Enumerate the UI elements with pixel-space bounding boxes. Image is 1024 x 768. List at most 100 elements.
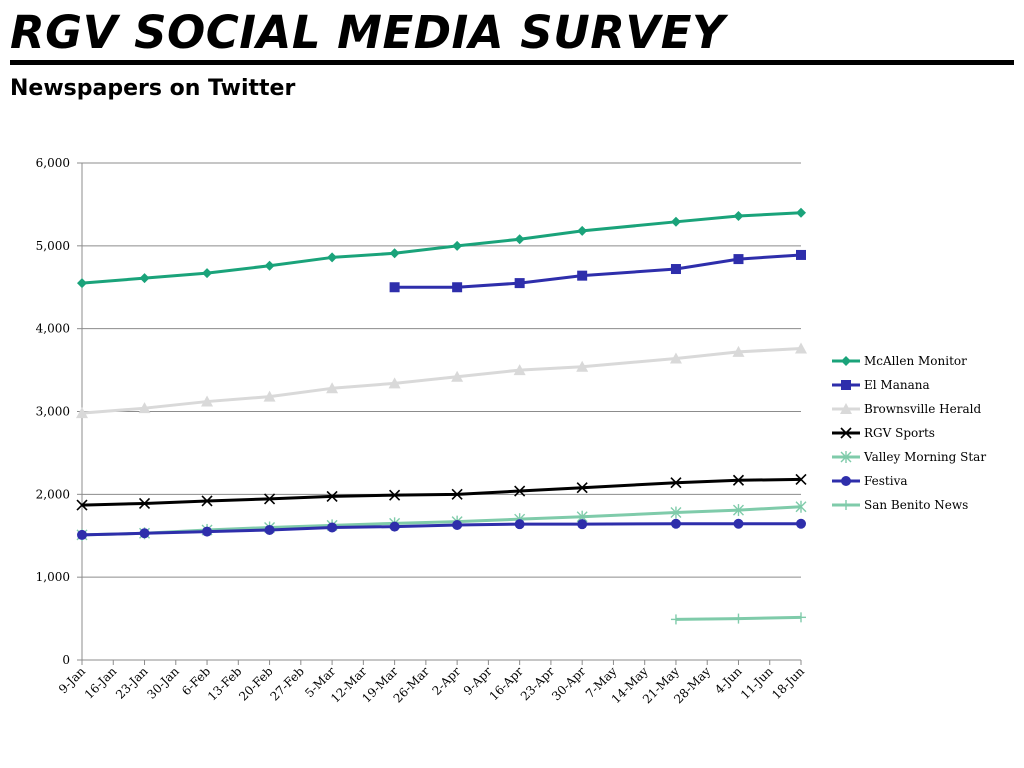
data-point xyxy=(796,249,806,260)
data-point xyxy=(76,499,88,511)
data-point xyxy=(796,518,806,529)
x-tick-label: 18-Jun xyxy=(769,664,807,702)
data-point xyxy=(77,278,87,289)
series-rgv-sports xyxy=(76,473,807,511)
legend: McAllen Monitor El Manana Brownsville Hera… xyxy=(832,354,986,512)
legend-item: RGV Sports xyxy=(832,426,935,440)
legend-item: Brownsville Herald xyxy=(832,402,981,416)
data-point xyxy=(76,407,88,419)
data-point xyxy=(670,477,682,489)
data-point xyxy=(201,395,214,407)
data-point xyxy=(733,613,744,624)
data-point xyxy=(669,352,682,364)
data-point xyxy=(138,497,151,510)
data-point xyxy=(670,264,681,275)
legend-label: RGV Sports xyxy=(864,426,935,440)
legend-label: McAllen Monitor xyxy=(864,354,967,368)
series-brownsville-herald xyxy=(76,342,807,419)
series-line xyxy=(81,347,802,415)
data-point xyxy=(389,521,400,532)
data-point xyxy=(732,504,744,517)
legend-item: Festiva xyxy=(832,474,908,488)
data-point xyxy=(388,377,401,389)
data-point xyxy=(733,254,744,265)
data-point xyxy=(796,207,806,218)
y-tick-label: 6,000 xyxy=(36,156,70,170)
data-point xyxy=(326,382,339,394)
series-el-manana xyxy=(389,249,806,293)
legend-marker xyxy=(841,476,851,486)
data-point xyxy=(577,225,588,236)
data-point xyxy=(138,402,151,414)
data-point xyxy=(264,260,275,271)
legend-item: Valley Morning Star xyxy=(832,450,986,464)
legend-marker xyxy=(841,356,851,366)
legend-label: Festiva xyxy=(864,474,908,488)
legend-marker xyxy=(840,427,852,439)
x-tick-label: 16-Jan xyxy=(82,664,120,702)
title-rule xyxy=(10,60,1014,65)
x-tick-label: 30-Jan xyxy=(144,664,182,702)
data-point xyxy=(452,519,463,530)
y-tick-label: 0 xyxy=(62,653,70,667)
data-point xyxy=(514,234,525,245)
series-san-benito-news xyxy=(670,612,806,625)
data-point xyxy=(139,528,150,539)
legend-marker xyxy=(841,380,851,390)
data-point xyxy=(202,268,213,279)
legend-marker xyxy=(840,451,852,463)
series-festiva xyxy=(77,518,806,540)
data-point xyxy=(733,211,744,222)
data-point xyxy=(514,278,525,289)
data-point xyxy=(452,282,463,293)
x-tick-label: 16-Apr xyxy=(487,664,526,703)
x-tick-label: 27-Feb xyxy=(268,664,308,704)
data-point xyxy=(327,252,338,263)
page-title: RGV SOCIAL MEDIA SURVEY xyxy=(10,6,726,59)
x-tick-label: 30-Apr xyxy=(549,664,588,703)
data-point xyxy=(795,342,807,354)
x-tick-label: 11-Jun xyxy=(738,664,776,702)
data-point xyxy=(514,519,525,530)
x-tick-label: 20-Feb xyxy=(236,664,276,704)
chart-subtitle: Newspapers on Twitter xyxy=(10,76,296,101)
data-point xyxy=(670,506,682,519)
data-point xyxy=(264,524,275,535)
y-tick-label: 5,000 xyxy=(36,239,70,253)
data-point xyxy=(513,364,526,376)
x-tick-label: 13-Feb xyxy=(205,664,245,704)
y-tick-label: 2,000 xyxy=(36,487,70,501)
legend-marker xyxy=(840,403,852,414)
data-point xyxy=(795,473,807,485)
legend-item: McAllen Monitor xyxy=(832,354,967,368)
data-point xyxy=(732,474,745,486)
data-point xyxy=(389,282,400,293)
y-tick-label: 4,000 xyxy=(36,322,70,336)
series-line xyxy=(81,211,802,285)
legend-label: San Benito News xyxy=(864,498,968,512)
data-point xyxy=(327,522,338,533)
data-point xyxy=(263,390,276,402)
data-point xyxy=(733,518,744,529)
legend-label: Valley Morning Star xyxy=(863,450,986,464)
y-tick-label: 3,000 xyxy=(36,405,70,419)
data-point xyxy=(670,614,681,625)
data-point xyxy=(576,360,589,372)
data-point xyxy=(202,526,213,537)
data-point xyxy=(389,489,401,501)
data-point xyxy=(452,240,463,251)
data-point xyxy=(77,529,87,540)
x-tick-label: 2-Apr xyxy=(429,664,463,698)
data-point xyxy=(577,270,588,281)
legend-item: San Benito News xyxy=(832,498,968,512)
data-point xyxy=(796,612,806,623)
data-point xyxy=(201,495,213,507)
data-point xyxy=(577,519,588,530)
series-line xyxy=(81,522,801,537)
series-mcallen-monitor xyxy=(77,207,806,289)
data-point xyxy=(389,248,400,259)
data-point xyxy=(263,493,276,505)
data-point xyxy=(451,370,464,382)
data-point xyxy=(514,485,526,497)
